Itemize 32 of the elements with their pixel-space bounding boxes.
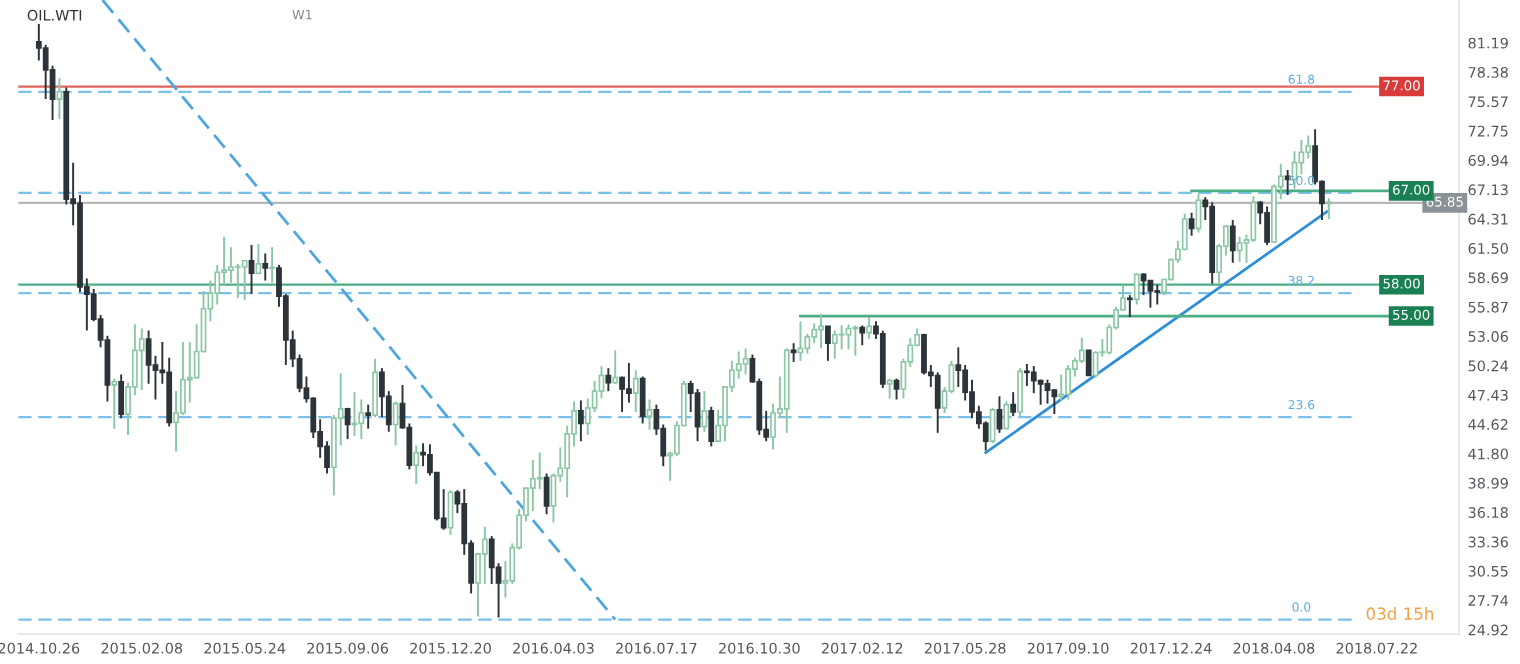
candlestick bbox=[420, 442, 426, 468]
candlestick bbox=[632, 369, 639, 413]
candlestick bbox=[584, 397, 591, 436]
candlestick bbox=[1209, 201, 1216, 285]
candlestick bbox=[138, 327, 145, 392]
candlestick bbox=[221, 235, 227, 287]
candlestick bbox=[859, 324, 866, 347]
candlestick bbox=[1030, 365, 1037, 395]
candlestick bbox=[481, 525, 488, 586]
candlestick bbox=[852, 324, 859, 357]
candlestick bbox=[358, 398, 365, 441]
candlestick bbox=[1325, 197, 1332, 220]
candlestick bbox=[626, 361, 632, 404]
candlestick bbox=[529, 458, 536, 513]
candlestick bbox=[934, 371, 941, 434]
candlestick bbox=[1305, 134, 1312, 160]
annotation: 03d 15h bbox=[1366, 607, 1433, 620]
candlestick bbox=[379, 367, 385, 419]
candlestick bbox=[56, 77, 63, 120]
candlestick bbox=[166, 356, 173, 428]
candlestick bbox=[262, 252, 269, 282]
candlestick bbox=[783, 347, 790, 434]
candlestick bbox=[1298, 138, 1305, 176]
candlestick bbox=[536, 451, 543, 491]
candlestick bbox=[955, 346, 962, 388]
candlestick bbox=[413, 444, 420, 485]
candlestick bbox=[735, 350, 742, 380]
candlestick bbox=[742, 347, 749, 376]
candlestick bbox=[790, 342, 797, 363]
candlestick bbox=[818, 312, 824, 350]
candlestick bbox=[578, 399, 584, 443]
candlestick bbox=[269, 246, 276, 284]
